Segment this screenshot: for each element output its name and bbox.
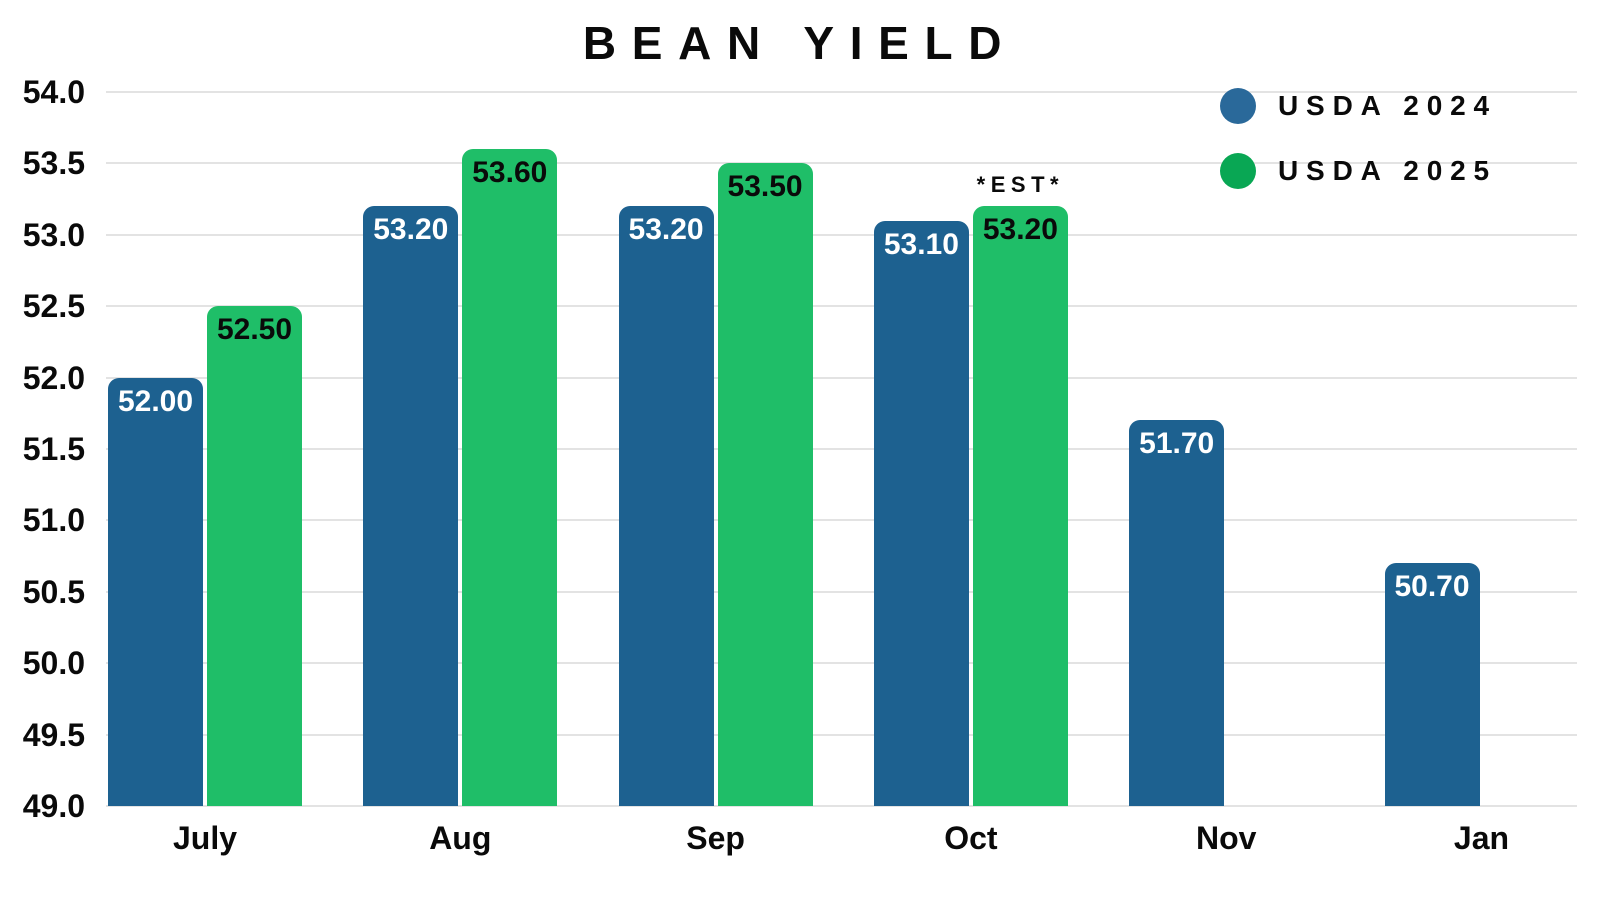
bar-usda-2025-aug: [462, 149, 558, 806]
bar-usda-2024-oct: [873, 220, 969, 806]
bar-value-label-usda-2025-july: 52.50: [216, 313, 293, 347]
gridline: [106, 733, 1577, 736]
y-axis-tick-label: 49.0: [22, 788, 85, 824]
x-axis-label-sep: Sep: [686, 820, 745, 856]
bar-value-label-usda-2024-oct: 53.10: [883, 227, 959, 261]
gridline: [106, 448, 1577, 450]
gridline: [106, 662, 1577, 665]
bar-value-label-usda-2024-nov: 51.70: [1139, 427, 1215, 461]
x-axis-label-aug: Aug: [429, 820, 492, 856]
bar-usda-2024-jan: [1384, 563, 1480, 806]
bar-usda-2024-aug: [363, 206, 459, 806]
y-axis-tick-label: 52.5: [22, 288, 85, 325]
est-annotation: *EST*: [976, 172, 1065, 198]
gridline: [106, 805, 1577, 807]
y-axis-tick-label: 54.0: [22, 74, 85, 110]
y-axis-tick-label: 53.0: [22, 216, 85, 253]
gridline: [106, 162, 1577, 165]
bar-value-label-usda-2025-sep: 53.50: [727, 170, 803, 204]
gridline: [106, 376, 1577, 379]
bar-usda-2024-july: [108, 377, 203, 806]
bar-usda-2025-july: [207, 306, 302, 806]
y-axis-tick-label: 50.0: [22, 645, 85, 682]
legend-marker-usda-2024-icon: [1220, 88, 1256, 124]
legend: USDA 2024 USDA 2025: [1220, 88, 1497, 218]
y-axis-tick-label: 51.5: [22, 431, 85, 467]
bar-value-label-usda-2024-jan: 50.70: [1394, 570, 1470, 604]
x-axis-label-jan: Jan: [1453, 820, 1510, 856]
y-axis-tick-label: 52.0: [22, 359, 85, 396]
bar-value-label-usda-2025-oct: 53.20: [982, 213, 1058, 247]
legend-label-usda-2024: USDA 2024: [1278, 90, 1497, 121]
y-axis-tick-label: 49.5: [22, 716, 85, 753]
y-axis-tick-label: 50.5: [22, 573, 85, 610]
bar-value-label-usda-2025-aug: 53.60: [472, 156, 548, 190]
legend-marker-usda-2025-icon: [1220, 153, 1256, 189]
y-axis-tick-label: 53.5: [22, 145, 85, 182]
bar-value-label-usda-2024-aug: 53.20: [373, 213, 449, 247]
gridline: [106, 233, 1577, 236]
legend-item-usda-2025: USDA 2025: [1220, 153, 1497, 189]
gridline: [106, 305, 1577, 308]
bar-usda-2025-oct: [972, 206, 1068, 806]
gridline: [106, 590, 1577, 593]
bar-usda-2025-sep: [717, 163, 813, 806]
bar-value-label-usda-2024-july: 52.00: [117, 384, 194, 418]
x-axis-label-oct: Oct: [944, 820, 998, 856]
gridline: [106, 91, 1577, 93]
legend-item-usda-2024: USDA 2024: [1220, 88, 1497, 124]
gridline: [106, 519, 1577, 522]
chart-title: BEAN YIELD: [582, 17, 1018, 69]
x-axis-label-nov: Nov: [1195, 820, 1257, 856]
bar-value-label-usda-2024-sep: 53.20: [628, 213, 704, 247]
legend-label-usda-2025: USDA 2025: [1278, 155, 1497, 186]
y-axis-tick-label: 51.0: [22, 502, 85, 539]
bar-usda-2024-sep: [618, 206, 714, 806]
x-axis-label-july: July: [172, 820, 238, 856]
bar-usda-2024-nov: [1129, 420, 1225, 806]
